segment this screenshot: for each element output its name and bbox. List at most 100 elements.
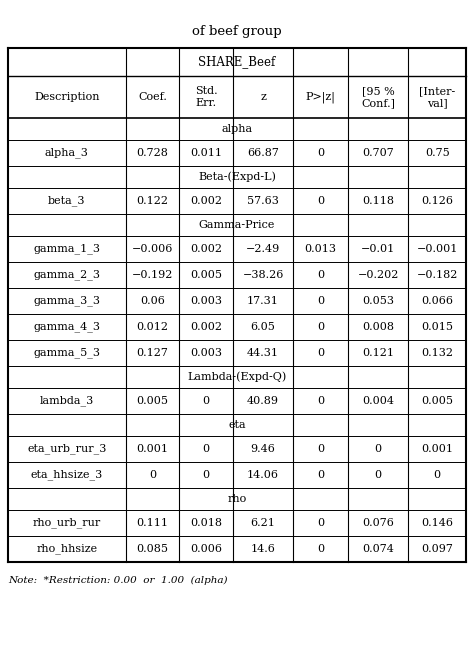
Text: eta: eta (228, 420, 246, 430)
Text: 0.003: 0.003 (190, 348, 222, 358)
Text: Std.
Err.: Std. Err. (195, 86, 218, 108)
Text: beta_3: beta_3 (48, 196, 86, 206)
Text: 0: 0 (149, 470, 156, 480)
Text: 0: 0 (202, 470, 210, 480)
Text: 0: 0 (317, 148, 324, 158)
Text: 0: 0 (317, 296, 324, 306)
Text: of beef group: of beef group (192, 25, 282, 38)
Text: 0.122: 0.122 (137, 196, 169, 206)
Text: 0.008: 0.008 (362, 322, 394, 332)
Text: 0.002: 0.002 (190, 322, 222, 332)
Text: Gamma-Price: Gamma-Price (199, 220, 275, 230)
Text: 0.118: 0.118 (362, 196, 394, 206)
Text: 0.013: 0.013 (305, 244, 337, 254)
Text: rho_hhsize: rho_hhsize (36, 544, 98, 554)
Text: 0.066: 0.066 (421, 296, 453, 306)
Text: 0: 0 (317, 196, 324, 206)
Text: 0: 0 (202, 396, 210, 406)
Text: 0.097: 0.097 (421, 544, 453, 554)
Text: Note:  *Restriction: 0.00  or  1.00  (alpha): Note: *Restriction: 0.00 or 1.00 (alpha) (8, 576, 228, 585)
Text: 14.6: 14.6 (251, 544, 275, 554)
Text: 0.005: 0.005 (137, 396, 169, 406)
Text: 0.018: 0.018 (190, 518, 222, 528)
Text: 0: 0 (317, 444, 324, 454)
Text: gamma_5_3: gamma_5_3 (33, 347, 100, 358)
Text: 0: 0 (375, 470, 382, 480)
Text: 44.31: 44.31 (247, 348, 279, 358)
Text: 0: 0 (434, 470, 441, 480)
Text: lambda_3: lambda_3 (40, 396, 94, 406)
Text: 6.21: 6.21 (251, 518, 275, 528)
Text: 0.06: 0.06 (140, 296, 165, 306)
Text: 0.127: 0.127 (137, 348, 168, 358)
Text: 0.002: 0.002 (190, 196, 222, 206)
Text: 0.121: 0.121 (362, 348, 394, 358)
Text: 0.004: 0.004 (362, 396, 394, 406)
Text: Coef.: Coef. (138, 92, 167, 102)
Text: 0: 0 (202, 444, 210, 454)
Text: 0.011: 0.011 (190, 148, 222, 158)
Text: 0: 0 (317, 544, 324, 554)
Text: 0: 0 (375, 444, 382, 454)
Text: −2.49: −2.49 (246, 244, 280, 254)
Text: 17.31: 17.31 (247, 296, 279, 306)
Text: z: z (260, 92, 266, 102)
Text: −0.001: −0.001 (417, 244, 458, 254)
Text: P>|z|: P>|z| (306, 91, 336, 103)
Text: 9.46: 9.46 (251, 444, 275, 454)
Text: −0.192: −0.192 (132, 270, 173, 280)
Text: 0.126: 0.126 (421, 196, 453, 206)
Text: 0.728: 0.728 (137, 148, 168, 158)
Text: gamma_2_3: gamma_2_3 (33, 270, 100, 281)
Text: 0.006: 0.006 (190, 544, 222, 554)
Text: 0: 0 (317, 322, 324, 332)
Text: eta_hhsize_3: eta_hhsize_3 (31, 470, 103, 480)
Text: SHARE_Beef: SHARE_Beef (199, 56, 275, 69)
Text: 57.63: 57.63 (247, 196, 279, 206)
Text: Lambda-(Expd-Q): Lambda-(Expd-Q) (187, 372, 287, 382)
Text: gamma_4_3: gamma_4_3 (33, 321, 100, 332)
Text: −0.01: −0.01 (361, 244, 395, 254)
Text: 40.89: 40.89 (247, 396, 279, 406)
Text: 0.005: 0.005 (190, 270, 222, 280)
Text: 0.75: 0.75 (425, 148, 449, 158)
Text: alpha_3: alpha_3 (45, 148, 89, 158)
Text: 6.05: 6.05 (251, 322, 275, 332)
Text: gamma_1_3: gamma_1_3 (33, 244, 100, 255)
Text: 0.053: 0.053 (362, 296, 394, 306)
Text: 0.003: 0.003 (190, 296, 222, 306)
Text: 0: 0 (317, 518, 324, 528)
Text: 0.005: 0.005 (421, 396, 453, 406)
Text: alpha: alpha (221, 124, 253, 134)
Text: 0: 0 (317, 348, 324, 358)
Text: 0.074: 0.074 (362, 544, 394, 554)
Text: 0: 0 (317, 270, 324, 280)
Text: rho_urb_rur: rho_urb_rur (33, 518, 101, 528)
Text: 0.012: 0.012 (137, 322, 169, 332)
Text: 0.001: 0.001 (137, 444, 169, 454)
Text: 0.146: 0.146 (421, 518, 453, 528)
Text: gamma_3_3: gamma_3_3 (33, 295, 100, 307)
Text: −0.182: −0.182 (417, 270, 458, 280)
Text: 0.707: 0.707 (363, 148, 394, 158)
Text: rho: rho (228, 494, 246, 504)
Text: 0.132: 0.132 (421, 348, 453, 358)
Text: 0.111: 0.111 (137, 518, 169, 528)
Text: 0: 0 (317, 470, 324, 480)
Text: [Inter-
val]: [Inter- val] (419, 86, 456, 108)
Text: 66.87: 66.87 (247, 148, 279, 158)
Text: eta_urb_rur_3: eta_urb_rur_3 (27, 444, 107, 454)
Text: −0.006: −0.006 (132, 244, 173, 254)
Text: 0.015: 0.015 (421, 322, 453, 332)
Text: Description: Description (34, 92, 100, 102)
Text: −0.202: −0.202 (357, 270, 399, 280)
Text: −38.26: −38.26 (242, 270, 284, 280)
Text: 0: 0 (317, 396, 324, 406)
Text: 0.002: 0.002 (190, 244, 222, 254)
Text: Beta-(Expd-L): Beta-(Expd-L) (198, 172, 276, 182)
Text: 0.085: 0.085 (137, 544, 169, 554)
Text: 0.076: 0.076 (362, 518, 394, 528)
Text: 14.06: 14.06 (247, 470, 279, 480)
Text: [95 %
Conf.]: [95 % Conf.] (361, 86, 395, 108)
Text: 0.001: 0.001 (421, 444, 453, 454)
